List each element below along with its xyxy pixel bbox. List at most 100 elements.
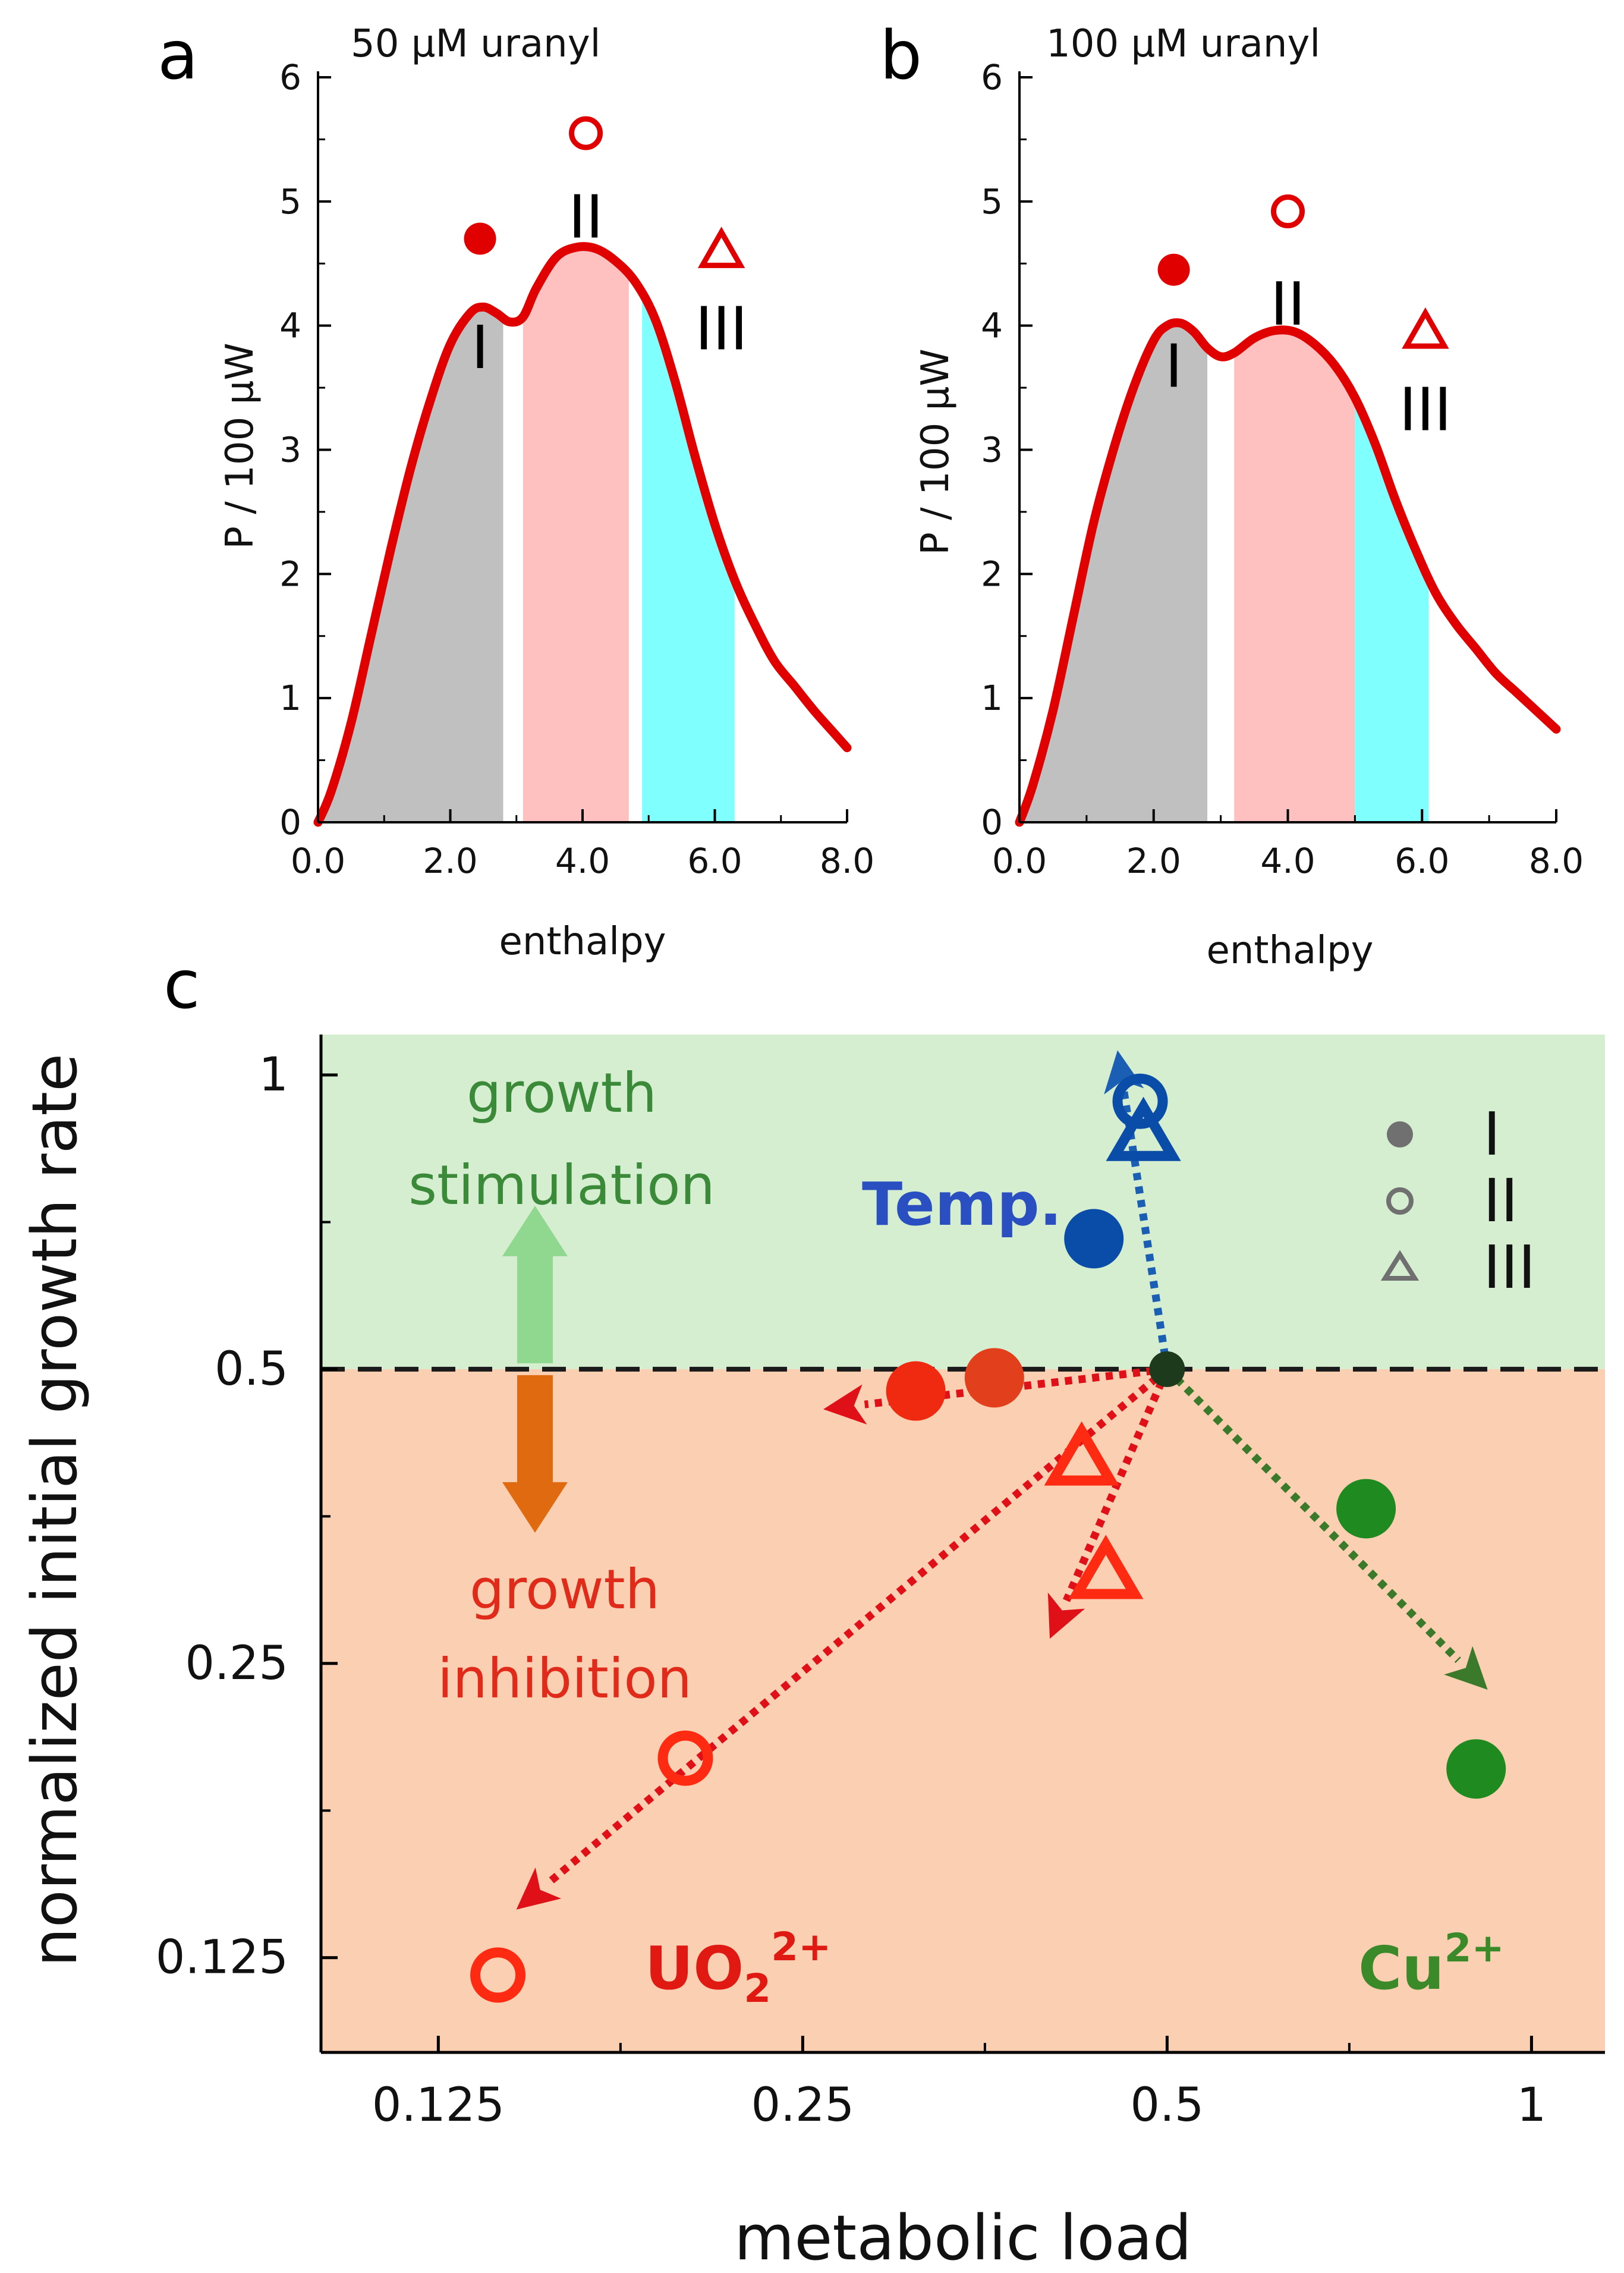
panel-c-y-tick-label: 1 xyxy=(259,1048,288,1102)
panel-b-y-tick-label: 1 xyxy=(981,678,1003,718)
panel-b-phase-label-III: III xyxy=(1399,375,1452,444)
zone-label-inhibition-line1: growth xyxy=(470,1558,660,1621)
panel-c-x-axis-label: metabolic load xyxy=(734,2202,1192,2273)
point-temp--III xyxy=(1106,1096,1181,1161)
point-temp--I xyxy=(1064,1209,1124,1269)
zone-label-stimulation-line1: growth xyxy=(467,1061,657,1125)
panel-c-y-axis-label: normalized initial growth rate xyxy=(18,1054,91,1967)
panel-a-curve xyxy=(313,242,852,827)
panel-a-letter: a xyxy=(158,17,199,95)
panel-b-marker-II xyxy=(1271,194,1305,229)
panel-b-x-tick-label: 8.0 xyxy=(1529,841,1584,881)
panel-a-phase-label-III: III xyxy=(695,294,747,364)
panel-a-marker-II xyxy=(569,116,603,150)
panel-b-phase-label-II: II xyxy=(1270,269,1305,339)
panel-b-curve xyxy=(1015,318,1561,827)
panel-b-y-tick-label: 6 xyxy=(981,57,1003,98)
panel-b-region-III xyxy=(1355,397,1429,822)
panel-a-title: 50 µM uranyl xyxy=(351,22,600,66)
inhibition-arrow xyxy=(502,1375,568,1533)
panel-a-y-tick-label: 5 xyxy=(279,181,301,222)
zone-label-stimulation-line2: stimulation xyxy=(408,1153,715,1217)
panel-a-y-axis-label: P / 100 µW xyxy=(218,342,262,549)
panel-c-chart: c 0.125 0.25 0.5 1 0.125 0.25 0.5 1 growth stimu… xyxy=(18,947,1605,2273)
panel-b-title: 100 µM uranyl xyxy=(1046,22,1320,66)
panel-b-chart: b 100 µM uranyl 0 1 2 3 4 5 6 0.0 2.0 4.0 6.0 8.0 I… xyxy=(880,17,1584,973)
panel-a-x-tick-label: 0.0 xyxy=(291,841,345,881)
panel-a-y-tick-label: 6 xyxy=(279,57,301,98)
legend-marker-II xyxy=(1386,1187,1414,1215)
group-label-cu: Cu2+ xyxy=(1358,1925,1505,2003)
panel-a-region-I xyxy=(318,307,503,822)
group-label-uo2: UO22+ xyxy=(645,1924,831,2011)
trend-arrow-head xyxy=(516,1867,562,1910)
trend-arrow-line xyxy=(1164,1366,1461,1664)
legend-marker-III xyxy=(1380,1250,1420,1281)
panel-b-x-tick-label: 2.0 xyxy=(1126,841,1181,881)
point-uo2-2--I xyxy=(964,1348,1024,1408)
legend-label: II xyxy=(1483,1166,1518,1235)
panel-a-y-tick-label: 3 xyxy=(279,430,301,470)
panel-c-letter: c xyxy=(163,947,200,1024)
panel-b-region-II xyxy=(1234,331,1355,822)
panel-a-x-axis-label: enthalpy xyxy=(499,920,666,964)
panel-c-x-tick-label: 1 xyxy=(1517,2079,1547,2132)
panel-c-x-tick-label: 0.25 xyxy=(751,2079,855,2132)
panel-c-y-tick-label: 0.25 xyxy=(185,1637,288,1690)
panel-b-phase-label-I: I xyxy=(1165,331,1183,401)
legend-label: I xyxy=(1483,1099,1501,1169)
panel-b-x-tick-label: 0.0 xyxy=(992,841,1047,881)
growth-double-arrow xyxy=(502,1205,568,1533)
panel-a-y-tick-label: 4 xyxy=(279,306,301,346)
trend-arrow-line xyxy=(546,1366,1170,1887)
panel-b-marker-I xyxy=(1157,253,1190,286)
panel-a-phase-label-II: II xyxy=(568,183,603,252)
panel-a-x-tick-label: 6.0 xyxy=(687,841,742,881)
point-temp--II xyxy=(1112,1073,1168,1129)
panel-b-y-tick-label: 0 xyxy=(981,802,1003,842)
panel-c-x-tick-label: 0.125 xyxy=(372,2079,505,2132)
panel-c-y-tick-label: 0.5 xyxy=(215,1343,288,1396)
trend-arrow-head xyxy=(1047,1592,1085,1639)
panel-b-y-tick-label: 2 xyxy=(981,554,1003,594)
panel-b-letter: b xyxy=(880,17,922,95)
legend-marker-I xyxy=(1387,1121,1413,1147)
panel-a-marker-III xyxy=(697,227,745,268)
point-uo2-2--II xyxy=(470,1947,526,2003)
legend-label: III xyxy=(1483,1233,1535,1302)
panel-b-y-tick-label: 4 xyxy=(981,306,1003,346)
point-uo2-2--II xyxy=(657,1730,713,1786)
panel-b-x-axis-label: enthalpy xyxy=(1206,929,1373,973)
panel-a-y-tick-label: 2 xyxy=(279,554,301,594)
panel-a-x-tick-label: 2.0 xyxy=(423,841,477,881)
trend-arrow-head xyxy=(1444,1646,1488,1690)
panel-a-x-tick-label: 4.0 xyxy=(555,841,610,881)
point-origin xyxy=(1149,1351,1185,1387)
group-label-temp: Temp. xyxy=(862,1169,1062,1239)
panel-a-x-tick-label: 8.0 xyxy=(820,841,874,881)
zone-label-inhibition-line2: inhibition xyxy=(438,1647,692,1711)
trend-arrow-head xyxy=(823,1384,867,1425)
point-uo2-2--III xyxy=(1044,1421,1119,1486)
panel-a-y-tick-label: 1 xyxy=(279,678,301,718)
panel-a-marker-I xyxy=(464,222,496,255)
point-cu2--I xyxy=(1446,1739,1506,1799)
point-uo2-2--I xyxy=(886,1361,946,1421)
panel-b-y-axis-label: P / 100 µW xyxy=(914,348,958,555)
panel-c-x-tick-label: 0.5 xyxy=(1130,2079,1204,2132)
panel-a-phase-label-I: I xyxy=(471,313,489,382)
panel-b-x-tick-label: 4.0 xyxy=(1260,841,1315,881)
panel-b-y-tick-label: 5 xyxy=(981,181,1003,222)
panel-a-region-III xyxy=(642,294,735,822)
panel-b-x-tick-label: 6.0 xyxy=(1395,841,1449,881)
panel-c-y-tick-label: 0.125 xyxy=(156,1931,288,1985)
panel-b-marker-III xyxy=(1402,307,1449,349)
panel-b-y-tick-label: 3 xyxy=(981,430,1003,470)
point-cu2--I xyxy=(1336,1479,1396,1539)
stimulation-arrow xyxy=(502,1205,568,1363)
panel-b-region-I xyxy=(1019,323,1208,822)
point-uo2-2--III xyxy=(1068,1535,1144,1599)
